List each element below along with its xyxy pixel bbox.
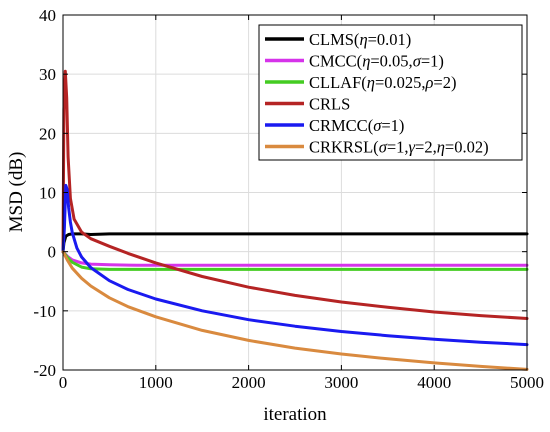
y-tick-label: 10 [39, 184, 56, 203]
legend-label-part: η [367, 73, 375, 92]
legend-label-part: η [437, 138, 445, 157]
x-tick-label: 0 [59, 373, 68, 392]
legend-label-part: CRKRSL( [309, 138, 379, 157]
legend-label-part: =2, [415, 138, 437, 157]
x-tick-label: 3000 [324, 373, 358, 392]
y-tick-label: -20 [33, 361, 56, 380]
y-tick-label: 40 [39, 6, 56, 25]
legend-label-3: CRLS [309, 95, 350, 114]
legend-label-part: CRLS [309, 95, 350, 114]
legend-label-part: =0.01) [368, 30, 412, 49]
legend-label-2: CLLAF(η=0.025,ρ=2) [309, 73, 456, 92]
y-tick-label: 30 [39, 65, 56, 84]
x-tick-label: 5000 [510, 373, 544, 392]
series-line-1 [61, 250, 529, 267]
x-tick-label: 1000 [139, 373, 173, 392]
y-tick-label: 0 [48, 243, 57, 262]
legend-label-part: σ [379, 138, 388, 157]
legend-label-part: η [362, 52, 370, 71]
series-line-4 [61, 183, 529, 347]
legend-label-part: =0.05, [370, 52, 412, 71]
legend-label-part: η [359, 30, 367, 49]
legend-label-part: =2) [433, 73, 456, 92]
y-axis-label: MSD (dB) [6, 152, 27, 233]
legend-label-part: =0.02) [445, 138, 489, 157]
y-tick-label: 20 [39, 124, 56, 143]
series-group [61, 69, 529, 371]
legend-label-part: γ [409, 138, 416, 157]
legend-label-part: CLLAF( [309, 73, 367, 92]
legend-label-part: =1, [387, 138, 409, 157]
legend-label-5: CRKRSL(σ=1,γ=2,η=0.02) [309, 138, 489, 157]
legend-label-part: =1) [381, 116, 404, 135]
series-line-5 [61, 250, 529, 371]
legend-label-part: σ [413, 52, 422, 71]
legend-label-part: =0.025, [375, 73, 426, 92]
legend-label-part: CLMS( [309, 30, 359, 49]
legend-label-part: CRMCC( [309, 116, 373, 135]
legend-label-4: CRMCC(σ=1) [309, 116, 404, 135]
x-axis-label: iteration [263, 404, 327, 425]
legend-label-0: CLMS(η=0.01) [309, 30, 411, 49]
y-tick-label: -10 [33, 302, 56, 321]
legend-label-part: ρ [425, 73, 434, 92]
ticks: 0 1000 2000 3000 4000 5000 -20 -10 0 10 20 30 40 [33, 6, 544, 392]
legend-label-part: σ [373, 116, 382, 135]
x-tick-label: 2000 [232, 373, 266, 392]
series-line-3 [61, 69, 529, 320]
legend: CLMS(η=0.01)CMCC(η=0.05,σ=1)CLLAF(η=0.02… [258, 24, 523, 161]
legend-label-1: CMCC(η=0.05,σ=1) [309, 52, 444, 71]
series-line-0 [61, 232, 529, 254]
legend-box [258, 24, 523, 161]
x-tick-label: 4000 [417, 373, 451, 392]
legend-label-part: =1) [421, 52, 444, 71]
legend-label-part: CMCC( [309, 52, 362, 71]
